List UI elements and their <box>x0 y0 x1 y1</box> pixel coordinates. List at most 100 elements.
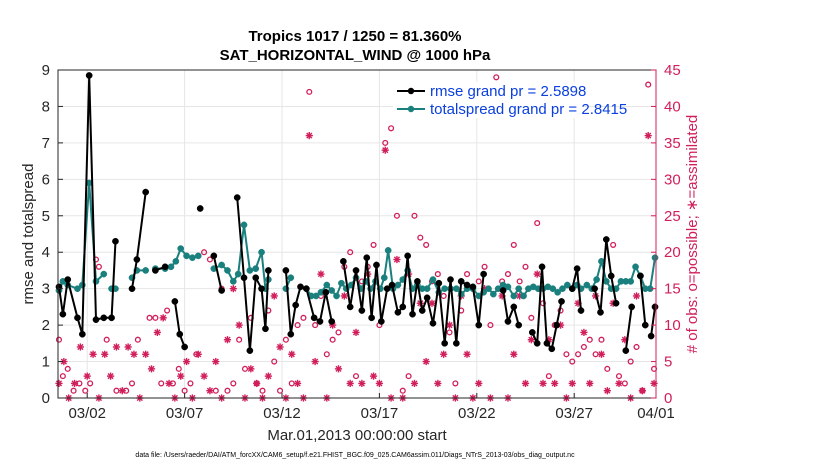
spread-point <box>510 292 518 300</box>
obs-assimilated-marker <box>410 379 419 388</box>
y-right-tick-label: 15 <box>664 281 681 298</box>
spread-point <box>338 279 345 287</box>
obs-assimilated-marker <box>235 321 243 329</box>
x-tick-label: 03/12 <box>263 405 301 422</box>
obs-assimilated-marker <box>177 372 185 380</box>
obs-assimilated-marker <box>165 379 173 388</box>
y-tick-label: 1 <box>42 354 50 371</box>
obs-assimilated-stroke <box>522 380 529 387</box>
y-right-tick-label: 0 <box>664 390 672 407</box>
x-tick-label: 04/01 <box>637 405 675 422</box>
obs-assimilated-stroke <box>84 373 91 380</box>
rmse-point <box>282 267 290 274</box>
obs-assimilated-stroke <box>317 271 325 278</box>
obs-possible-marker <box>405 373 412 380</box>
spread-point <box>252 265 260 272</box>
rmse-point <box>78 330 86 338</box>
obs-possible-marker <box>417 234 424 241</box>
rmse-point <box>394 309 402 316</box>
spread-point <box>74 285 81 293</box>
rmse-point <box>577 307 585 314</box>
rmse-point <box>383 285 391 293</box>
obs-possible-marker <box>586 336 593 343</box>
rmse-point <box>346 303 354 311</box>
obs-assimilated-marker <box>352 328 360 336</box>
obs-possible-marker <box>95 263 102 270</box>
spread-point <box>240 221 248 229</box>
obs-assimilated-stroke <box>633 292 640 300</box>
rmse-point <box>287 330 295 338</box>
obs-possible-marker <box>615 373 623 380</box>
obs-assimilated-marker <box>539 379 547 388</box>
rmse-point <box>142 188 150 196</box>
legend-box <box>393 82 583 118</box>
spread-point <box>183 252 190 260</box>
obs-possible-marker <box>158 380 165 387</box>
rmse-point <box>515 321 523 329</box>
obs-possible-marker <box>300 314 307 321</box>
obs-assimilated-stroke <box>639 387 646 394</box>
y-right-tick-label: 25 <box>664 208 681 225</box>
obs-possible-marker <box>528 314 535 321</box>
spread-point <box>441 285 449 293</box>
obs-assimilated-stroke <box>236 322 243 329</box>
rmse-point <box>297 283 304 291</box>
chart-title-line-2: SAT_HORIZONTAL_WIND @ 1000 hPa <box>220 47 491 64</box>
rmse-point <box>310 314 318 322</box>
y-tick-label: 5 <box>42 208 50 225</box>
footnote: data file: /Users/raeder/DAI/ATM_forcXX/… <box>135 452 575 459</box>
rmse-point <box>373 261 380 269</box>
y-right-tick-label: 45 <box>664 62 681 79</box>
obs-possible-marker <box>645 81 652 88</box>
spread-point <box>564 281 571 289</box>
x-tick-label: 03/07 <box>166 405 204 422</box>
obs-assimilated-marker <box>118 387 126 395</box>
spread-point <box>515 285 523 293</box>
obs-possible-marker <box>504 271 512 278</box>
rmse-point <box>597 309 604 316</box>
rmse-point <box>447 276 454 283</box>
rmse-point <box>641 321 649 329</box>
rmse-point <box>404 252 411 260</box>
obs-assimilated-stroke <box>160 314 167 321</box>
spread-point <box>583 281 591 289</box>
obs-assimilated-stroke <box>428 300 436 307</box>
obs-possible-marker <box>569 358 576 365</box>
rmse-line-segment <box>624 306 633 351</box>
y-right-tick-label: 30 <box>664 171 681 188</box>
rmse-point <box>100 314 108 322</box>
obs-possible-marker <box>134 336 141 343</box>
obs-assimilated-stroke <box>335 365 342 372</box>
obs-assimilated-stroke <box>55 380 63 387</box>
obs-assimilated-stroke <box>119 387 126 394</box>
spread-point <box>229 278 237 285</box>
axes: 03/02 03/07 03/12 03/17 03/22 03/27 04/0101234… <box>42 62 681 422</box>
obs-possible-marker <box>446 329 453 336</box>
obs-assimilated-stroke <box>125 343 132 351</box>
spread-point <box>384 247 392 254</box>
obs-assimilated-marker <box>130 350 138 358</box>
obs-assimilated-marker <box>200 372 208 380</box>
obs-possible-marker <box>64 365 71 372</box>
obs-assimilated-stroke <box>352 329 360 336</box>
spread-point <box>189 254 196 262</box>
rmse-point <box>573 265 581 272</box>
rmse-line-segment <box>650 306 656 337</box>
legend-rmse-label: rmse grand pr = 2.5898 <box>430 83 586 100</box>
obs-possible-marker <box>152 314 159 321</box>
rmse-point <box>176 330 184 338</box>
obs-possible-marker <box>329 336 336 343</box>
obs-assimilated-marker <box>650 379 658 388</box>
obs-assimilated-marker <box>317 270 325 278</box>
rmse-point <box>252 274 260 282</box>
obs-assimilated-marker <box>580 328 588 336</box>
obs-possible-marker <box>610 241 617 248</box>
y-right-tick-label: 5 <box>664 354 672 371</box>
obs-assimilated-stroke <box>534 271 541 278</box>
rmse-line-segment <box>58 74 117 336</box>
obs-possible-marker <box>464 271 471 278</box>
obs-assimilated-stroke <box>569 380 576 387</box>
obs-assimilated-stroke <box>423 358 430 365</box>
obs-possible-marker <box>224 387 231 394</box>
spread-point <box>177 245 185 252</box>
